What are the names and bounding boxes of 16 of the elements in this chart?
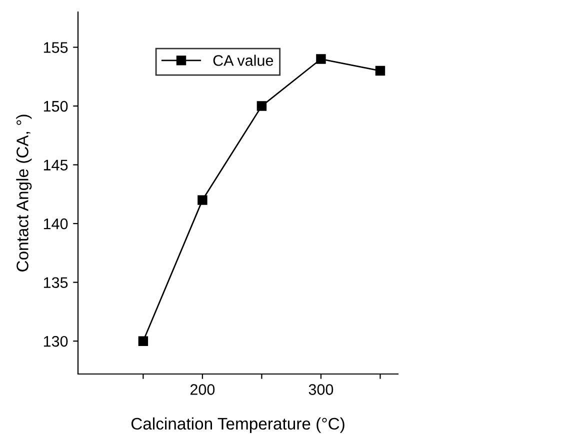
point xyxy=(198,195,208,205)
y-tick-label: 145 xyxy=(44,160,68,170)
y-tick-label: 135 xyxy=(44,277,68,288)
legend-label: CA value xyxy=(213,54,274,66)
y-axis-title: Contact Angle (CA, °) xyxy=(16,114,32,272)
point xyxy=(256,101,267,111)
x-axis-title: Calcination Temperature (°C) xyxy=(131,417,344,433)
point xyxy=(375,66,386,76)
x-tick-label: 200 xyxy=(190,384,215,395)
point xyxy=(316,54,326,64)
y-tick-label: 140 xyxy=(44,218,68,230)
y-tick-label: 155 xyxy=(44,42,68,53)
x-tick-label: 300 xyxy=(308,384,334,395)
point xyxy=(138,336,148,346)
y-tick-label: 150 xyxy=(44,100,68,112)
y-tick-label: 130 xyxy=(44,336,68,347)
